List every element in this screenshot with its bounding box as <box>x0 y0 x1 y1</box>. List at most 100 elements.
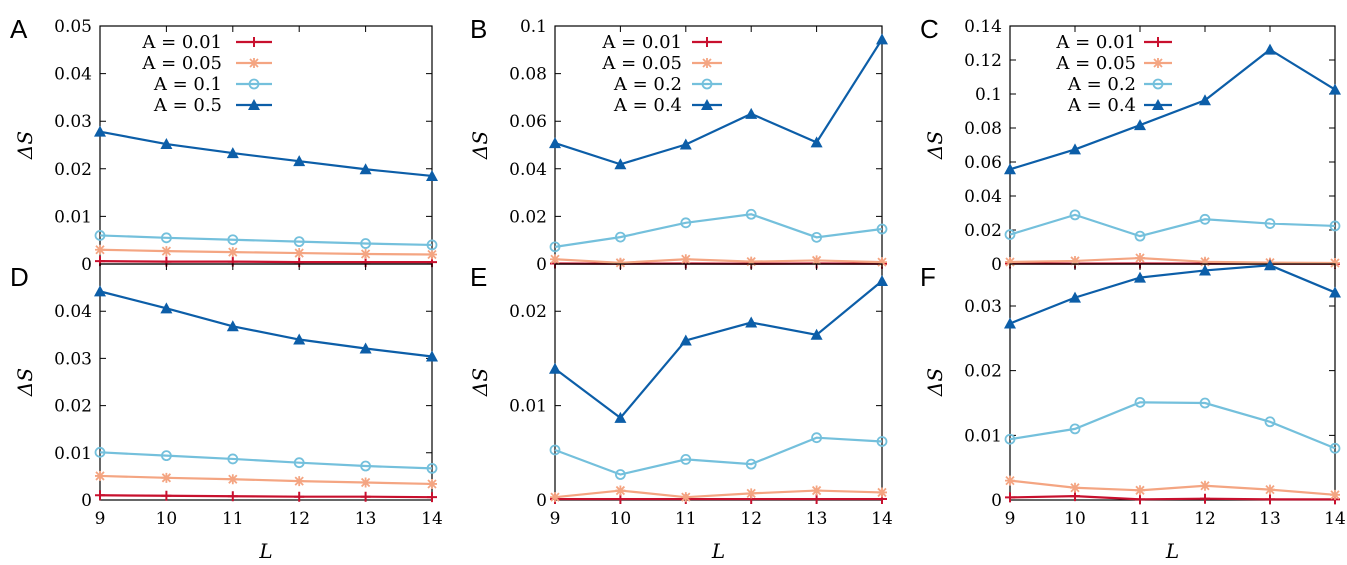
data-point <box>1004 163 1016 175</box>
data-point <box>1264 218 1276 229</box>
x-tick-label: 11 <box>222 509 244 529</box>
data-point <box>1135 253 1145 264</box>
data-point <box>359 342 372 354</box>
data-point <box>1265 494 1275 505</box>
legend-entry-label: A = 0.01 <box>601 32 682 53</box>
series-a-0-4 <box>1004 43 1341 175</box>
y-tick-label: 0 <box>536 491 547 511</box>
panel-a: A 0 0.01 0.02 0.03 0.04 0.05 ΔS A = 0.01A = 0.05… <box>10 14 438 275</box>
data-point <box>227 453 239 465</box>
y-tick-label: 0.06 <box>964 153 1002 173</box>
data-point <box>745 458 757 470</box>
data-point <box>360 477 371 488</box>
data-point <box>680 492 691 503</box>
series-line <box>99 494 433 499</box>
x-tick-label: 10 <box>156 509 178 529</box>
data-point <box>294 491 305 502</box>
data-point <box>360 460 372 472</box>
y-tick-label: 0.01 <box>54 207 92 227</box>
series-line <box>99 474 433 486</box>
data-point <box>426 169 438 181</box>
series-line <box>554 38 883 166</box>
data-point <box>1134 396 1146 408</box>
x-tick-label: 11 <box>1129 509 1151 529</box>
data-point <box>877 487 887 498</box>
x-axis-label: L <box>1165 539 1179 563</box>
y-tick-label: 0.08 <box>509 65 547 85</box>
series-line <box>99 290 433 358</box>
series-line <box>99 248 433 256</box>
y-tick-label: 0.12 <box>964 51 1002 71</box>
legend-marker <box>702 58 712 68</box>
y-tick-label: 0 <box>991 491 1002 511</box>
data-point <box>359 163 372 175</box>
data-point <box>615 469 626 480</box>
data-point <box>293 155 306 167</box>
data-point <box>227 247 238 258</box>
data-point <box>360 249 371 260</box>
series-a-0-05 <box>550 485 887 503</box>
y-tick-label: 0.02 <box>509 302 547 322</box>
series-a-0-5 <box>94 125 438 181</box>
y-axis-label: ΔS <box>468 131 492 160</box>
x-tick-label: 9 <box>550 509 561 529</box>
legend-entry-label: A = 0.01 <box>1055 32 1136 53</box>
legend-marker <box>248 99 260 110</box>
data-point <box>161 472 172 483</box>
data-point <box>1330 257 1340 268</box>
series-a-0-01 <box>95 490 437 503</box>
data-point <box>877 257 887 268</box>
data-point <box>1264 259 1276 271</box>
panel-label: D <box>10 262 29 292</box>
legend-marker <box>249 58 259 68</box>
data-point <box>746 256 757 267</box>
y-tick-label: 0.03 <box>54 112 92 132</box>
data-point <box>293 457 305 469</box>
data-point <box>94 125 106 137</box>
y-tick-label: 0.02 <box>509 207 547 227</box>
y-tick-label: 0 <box>81 491 92 511</box>
data-point <box>876 274 888 286</box>
data-point <box>680 217 692 229</box>
data-point <box>161 246 172 257</box>
data-point <box>426 462 438 474</box>
y-tick-label: 0.03 <box>54 349 92 369</box>
series-line <box>99 451 433 470</box>
series-line <box>1009 256 1336 265</box>
data-point <box>294 476 305 487</box>
data-point <box>94 285 106 297</box>
series-a-0-05 <box>95 470 437 489</box>
data-point <box>680 454 692 465</box>
data-point <box>745 107 758 119</box>
y-tick-label: 0.06 <box>509 112 547 132</box>
legend-entry-label: A = 0.4 <box>1067 95 1136 116</box>
series-line <box>1009 264 1336 325</box>
data-point <box>615 231 626 243</box>
legend-marker <box>702 37 712 47</box>
series-a-0-4 <box>549 33 888 170</box>
data-point <box>160 138 173 150</box>
x-tick-label: 13 <box>1259 509 1281 529</box>
data-point <box>1134 271 1146 283</box>
legend-marker <box>701 99 713 110</box>
data-point <box>95 470 105 481</box>
plot-frame <box>554 263 883 501</box>
data-point <box>1069 423 1081 435</box>
y-tick-label: 0.08 <box>964 119 1002 139</box>
data-point <box>1199 264 1211 276</box>
data-point <box>1329 220 1341 232</box>
panel-label: C <box>920 14 939 44</box>
y-tick-label: 0.01 <box>964 426 1002 446</box>
data-point <box>1200 480 1210 491</box>
legend-entry-label: A = 0.4 <box>613 95 682 116</box>
legend-marker <box>248 78 260 90</box>
series-a-0-4 <box>549 274 888 423</box>
data-point <box>1069 209 1081 221</box>
data-point <box>1264 43 1276 55</box>
data-point <box>226 320 239 332</box>
data-point <box>1005 492 1015 503</box>
data-point <box>746 488 757 499</box>
data-point <box>549 137 561 149</box>
x-tick-label: 12 <box>288 509 310 529</box>
